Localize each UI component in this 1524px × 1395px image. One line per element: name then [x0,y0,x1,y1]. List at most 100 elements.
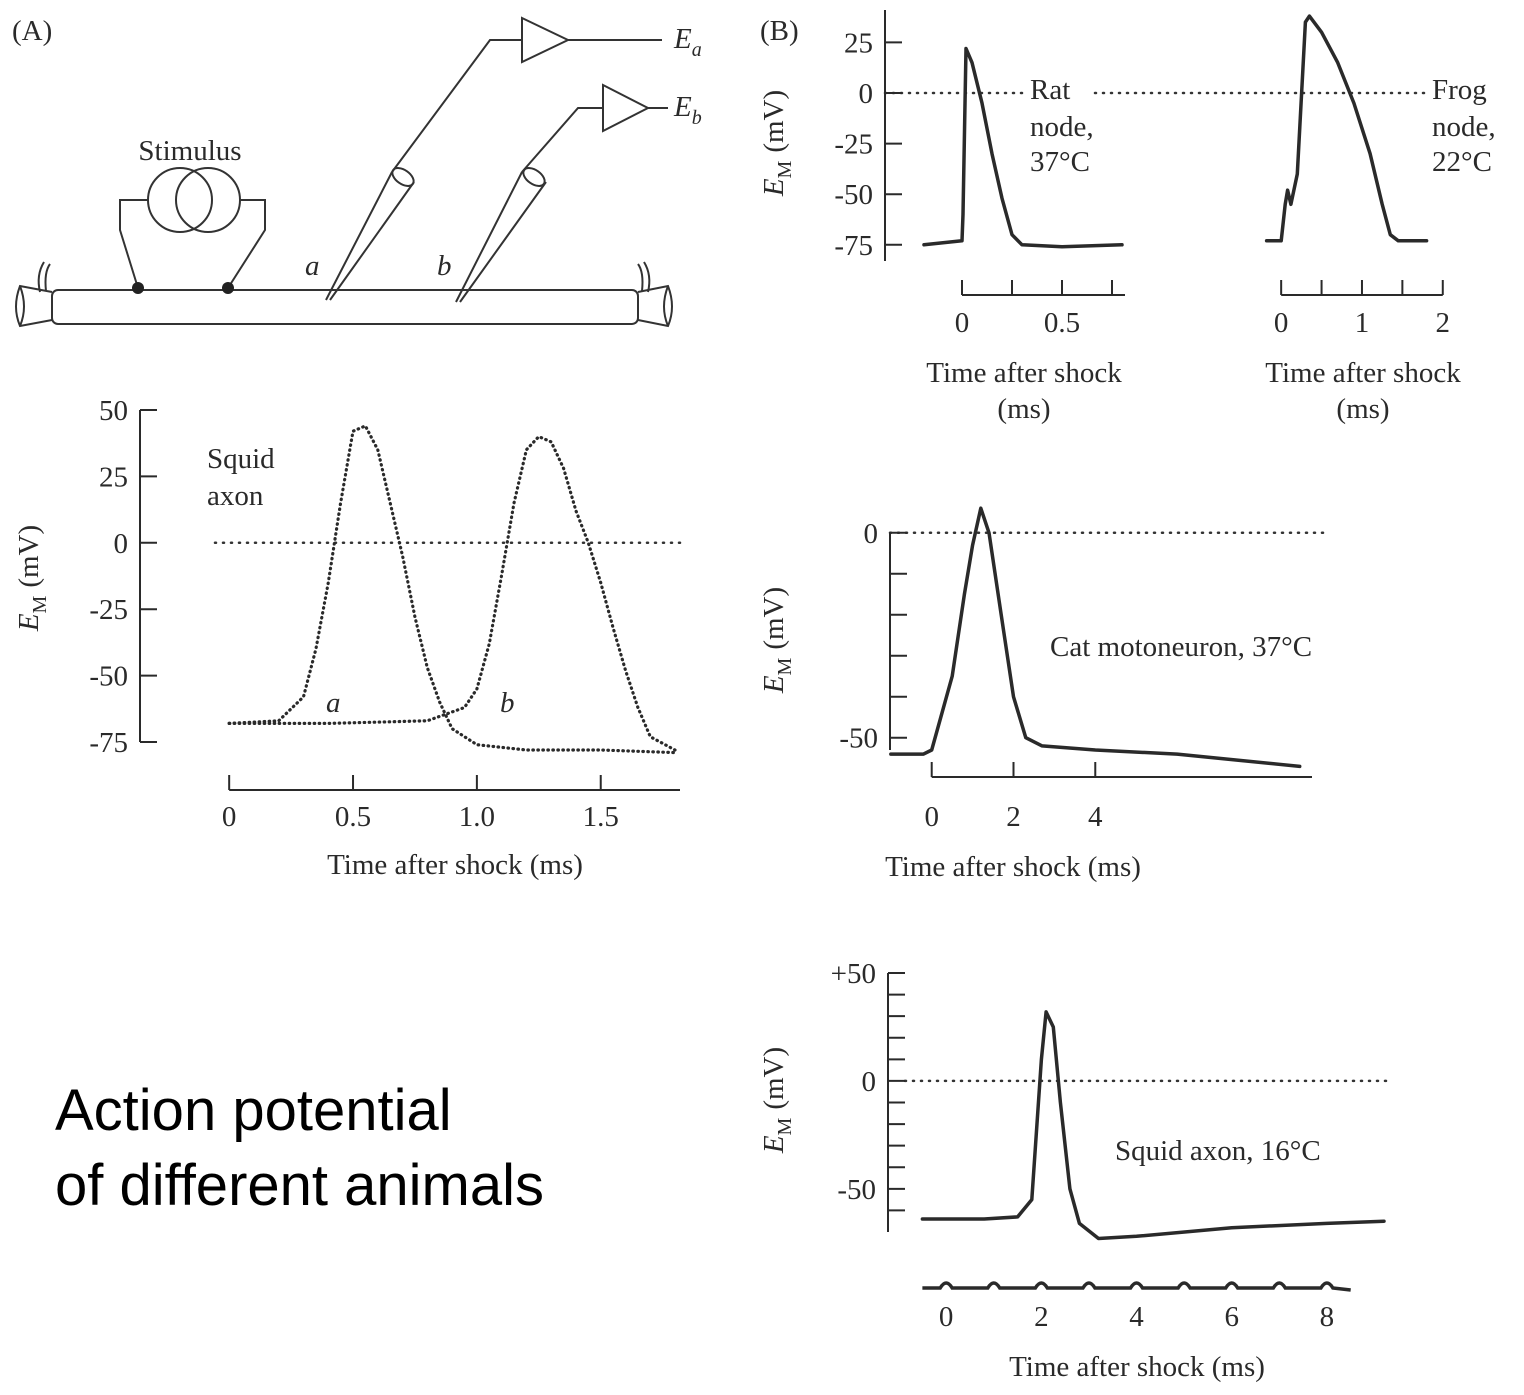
time-marker [922,1281,1351,1292]
stimulus-electrode [132,282,144,294]
electrode-tip [522,167,546,187]
stimulus-wire [119,199,266,289]
annotation: Frog [1432,74,1487,106]
stimulus-electrode [222,282,234,294]
y-tick-label: 25 [844,27,873,59]
x-tick-label: 0.5 [335,801,371,833]
y-tick-label: 0 [114,528,129,560]
annotation: node, [1030,111,1094,143]
subscript: M [774,1117,796,1135]
x-tick-label: 0 [939,1301,954,1333]
series-label: a [326,687,341,719]
y-axis-title: EM (mV) [758,1047,796,1154]
caption: Action potential [55,1078,452,1143]
trace [922,46,1124,249]
annotation: Rat [1030,74,1070,106]
annotation: 22°C [1432,146,1492,178]
series-label: b [500,687,515,719]
unit: (mV) [758,90,790,153]
axon-diagram: (A) (B) Stimulus a b Ea Eb [12,15,799,328]
symbol: E [673,91,692,123]
y-tick-label: -50 [89,661,128,693]
y-tick-label: -50 [837,1174,876,1206]
annotation: Cat motoneuron, 37°C [1050,631,1312,663]
x-tick-label: 2 [1034,1301,1049,1333]
electrode-label: Eb [673,91,702,129]
y-axis-title: EM (mV) [758,90,796,197]
x-tick-label: 4 [1088,801,1103,833]
trace [889,506,1302,769]
annotation: node, [1432,111,1496,143]
site-label: b [437,250,452,282]
x-tick-label: 0 [955,307,970,339]
x-axis-title: (ms) [1336,393,1389,425]
trace [920,1010,1386,1241]
y-tick-label: -50 [834,179,873,211]
x-tick-label: 2 [1436,307,1451,339]
annotation: axon [207,480,264,512]
subscript: a [692,39,702,61]
y-axis-title: EM (mV) [13,525,51,632]
axon [51,289,639,325]
amplifier [521,16,571,64]
site-label: a [305,250,320,282]
annotation: 37°C [1030,146,1090,178]
electrode-b [455,107,668,303]
symbol: E [758,675,790,694]
x-axis-title: Time after shock [1265,357,1461,389]
x-tick-label: 0 [222,801,237,833]
x-tick-label: 4 [1129,1301,1144,1333]
y-tick-label: 0 [859,78,874,110]
subscript: b [692,107,702,129]
chart: 0 -50 EM (mV) 0 2 4 Time after shock (ms) Cat mo… [758,506,1332,883]
y-tick-label: -75 [834,230,873,262]
y-tick-label: -50 [839,723,878,755]
unit: (mV) [758,587,790,650]
panel-label: (B) [760,15,799,47]
x-axis-title: Time after shock (ms) [885,851,1141,883]
symbol: E [13,613,45,632]
electrode-label: Ea [673,23,702,61]
trace [227,435,677,752]
x-tick-label: 1 [1355,307,1370,339]
x-tick-label: 1.0 [459,801,495,833]
trace [227,424,677,755]
y-tick-label: 0 [862,1066,877,1098]
annotation: Squid [207,443,275,475]
x-tick-label: 0 [924,801,939,833]
amplifier [602,83,651,133]
stimulus-label: Stimulus [138,135,241,167]
subscript: M [29,595,51,613]
clamp [15,261,53,328]
x-tick-label: 2 [1006,801,1021,833]
symbol: E [673,23,692,55]
subscript: M [774,657,796,675]
x-axis-title: Time after shock (ms) [327,849,583,881]
x-axis-title: Time after shock (ms) [1009,1351,1265,1383]
symbol: E [758,178,790,197]
x-tick-label: 8 [1320,1301,1335,1333]
x-axis-title: Time after shock [926,357,1122,389]
symbol: E [758,1135,790,1154]
chart: +50 0 -50 EM (mV) 0 2 4 6 8 Time after shock (ms) S… [758,958,1392,1383]
y-tick-label: 0 [864,518,879,550]
trace [1264,14,1429,243]
subscript: M [774,160,796,178]
unit: (mV) [13,525,45,588]
caption: of different animals [55,1153,544,1218]
x-axis-title: (ms) [997,393,1050,425]
annotation: Squid axon, 16°C [1115,1135,1321,1167]
panel-label: (A) [12,15,52,47]
clamp [637,261,673,328]
y-tick-label: 50 [99,395,128,427]
y-tick-label: -25 [89,594,128,626]
y-tick-label: 25 [99,461,128,493]
x-tick-label: 0.5 [1044,307,1080,339]
chart: 25 0 -25 -50 -75 EM (mV) 0 0.5 Time after shock (m… [758,10,1125,425]
y-tick-label: -25 [834,129,873,161]
electrode-tip [391,167,415,187]
electrode-a [325,39,662,301]
